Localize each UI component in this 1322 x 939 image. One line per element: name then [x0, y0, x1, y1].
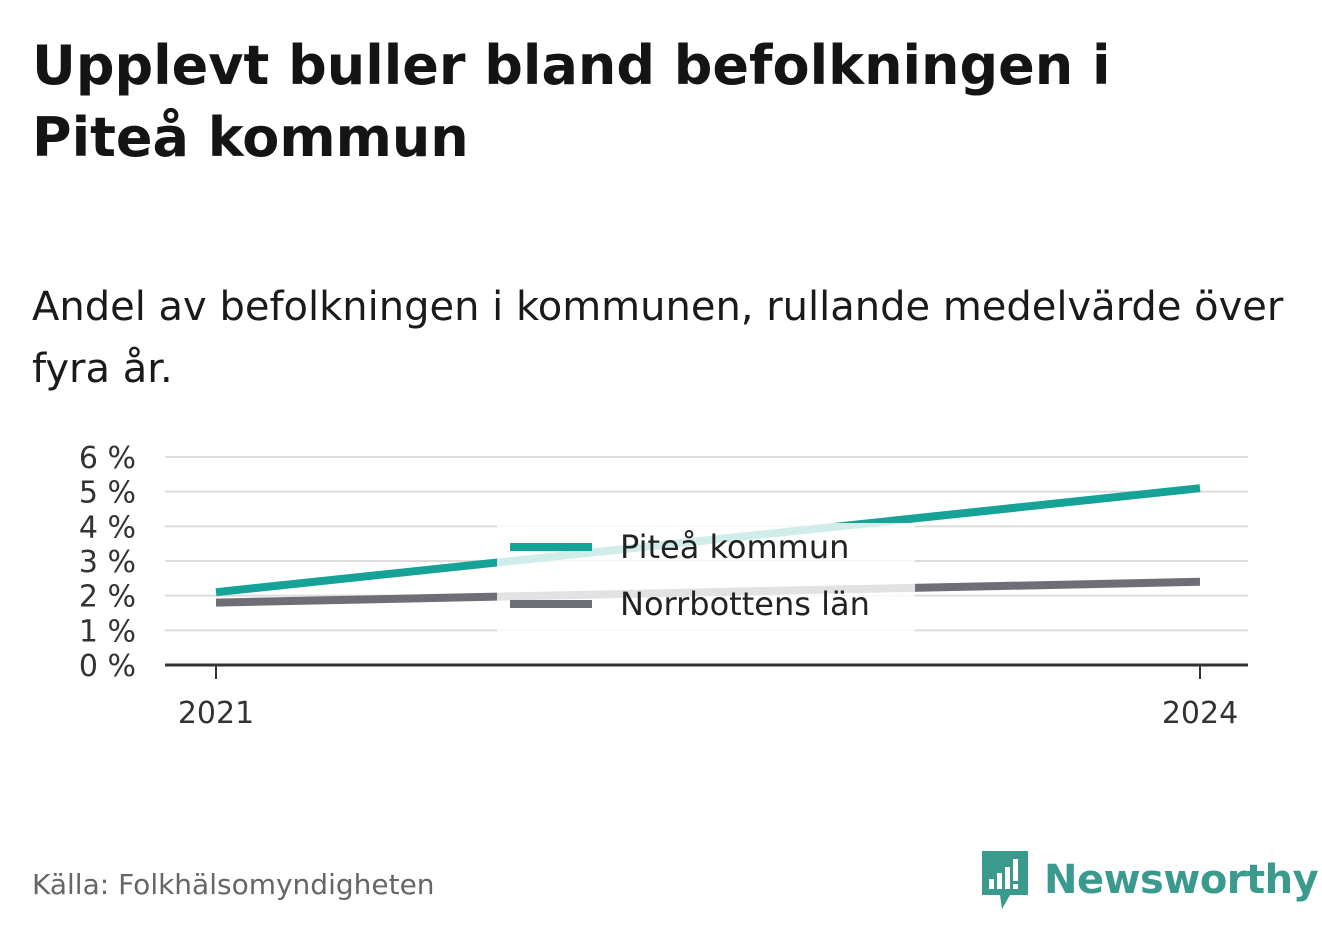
- chart-title: Upplevt buller bland befolkningen i Pite…: [32, 34, 1111, 169]
- legend-label: Norrbottens län: [620, 585, 870, 623]
- legend-box: [497, 523, 915, 633]
- brand-logo: Newsworthy: [980, 848, 1319, 912]
- x-tick-label: 2024: [1162, 696, 1238, 731]
- x-axis: 2021 2024: [165, 663, 1248, 731]
- brand-name: Newsworthy: [1044, 857, 1319, 903]
- y-tick-label: 2 %: [79, 580, 136, 615]
- y-tick-label: 4 %: [79, 510, 136, 545]
- y-tick-label: 3 %: [79, 545, 136, 580]
- chart-subtitle: Andel av befolkningen i kommunen, rullan…: [32, 284, 1284, 392]
- source-note: Källa: Folkhälsomyndigheten: [32, 868, 435, 901]
- line-chart: 0 %1 %2 %3 %4 %5 %6 % Piteå kommun Norrbo…: [79, 441, 1248, 731]
- y-axis-ticks: 0 %1 %2 %3 %4 %5 %6 %: [79, 441, 136, 684]
- legend: Piteå kommun Norrbottens län: [497, 523, 915, 633]
- legend-label: Piteå kommun: [620, 528, 849, 566]
- y-tick-label: 5 %: [79, 476, 136, 511]
- y-tick-label: 1 %: [79, 614, 136, 649]
- y-tick-label: 0 %: [79, 649, 136, 684]
- y-tick-label: 6 %: [79, 441, 136, 476]
- newsworthy-logo-icon: [982, 851, 1028, 909]
- x-tick-label: 2021: [178, 696, 254, 731]
